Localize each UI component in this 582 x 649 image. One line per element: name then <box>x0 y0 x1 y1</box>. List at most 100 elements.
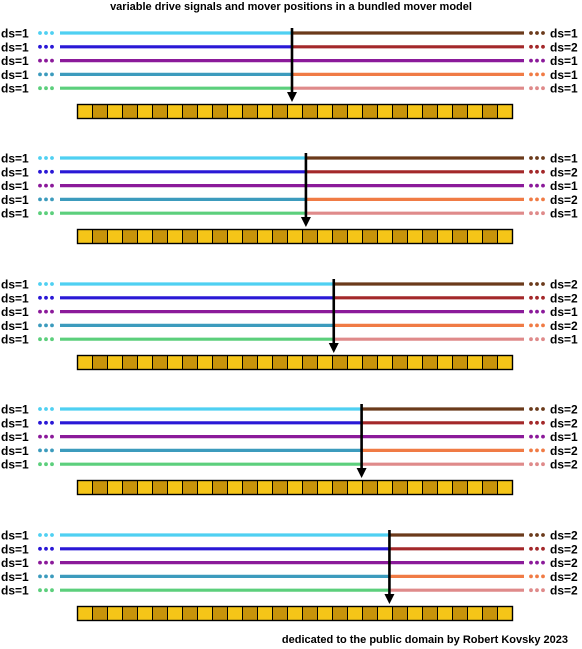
track-tile <box>497 104 513 119</box>
right-dot <box>529 31 533 35</box>
track-frame <box>76 479 514 496</box>
right-dot <box>541 309 545 314</box>
right-dot <box>541 420 545 425</box>
right-dot <box>535 323 539 328</box>
track-tile <box>107 355 123 370</box>
track-tile <box>137 606 153 621</box>
track-tile <box>497 229 513 244</box>
left-drive-label: ds=1 <box>1 305 29 319</box>
left-dot <box>50 72 54 77</box>
left-dot <box>38 211 42 216</box>
left-dot <box>50 156 54 160</box>
right-dot <box>541 211 545 216</box>
track-tile <box>467 606 483 621</box>
right-dot <box>535 211 539 216</box>
right-drive-label: ds=1 <box>550 54 578 68</box>
track-tile <box>347 480 363 495</box>
left-dot <box>38 323 42 328</box>
left-dot <box>50 407 54 411</box>
left-drive-label: ds=1 <box>1 403 29 417</box>
left-dot <box>50 448 54 453</box>
right-drive-label: ds=1 <box>550 430 578 444</box>
left-drive-label: ds=1 <box>1 570 29 584</box>
left-dot <box>50 337 54 342</box>
track-tile <box>137 480 153 495</box>
left-dot <box>44 448 48 453</box>
track-tile <box>377 606 393 621</box>
right-dot <box>529 546 533 551</box>
right-dot <box>529 211 533 216</box>
track-tile <box>437 355 453 370</box>
track-frame <box>76 103 514 120</box>
left-drive-label: ds=1 <box>1 556 29 570</box>
right-drive-label: ds=1 <box>550 152 578 166</box>
left-dot <box>38 546 42 551</box>
right-dot <box>529 420 533 425</box>
track-tile <box>332 606 348 621</box>
right-drive-label: ds=2 <box>550 542 578 556</box>
track-tile <box>452 355 468 370</box>
left-drive-label: ds=1 <box>1 584 29 598</box>
right-dot <box>541 337 545 342</box>
track-tile <box>407 606 423 621</box>
right-dot <box>541 407 545 411</box>
left-drive-label: ds=1 <box>1 416 29 430</box>
track-tile <box>122 606 138 621</box>
left-dot <box>38 295 42 300</box>
track-tile <box>437 229 453 244</box>
track-tile <box>152 606 168 621</box>
left-drive-label: ds=1 <box>1 542 29 556</box>
track-tile <box>137 355 153 370</box>
left-dot <box>38 462 42 467</box>
left-drive-label: ds=1 <box>1 82 29 96</box>
track-tile <box>362 606 378 621</box>
left-dot <box>38 58 42 63</box>
track-tile <box>212 480 228 495</box>
left-drive-label: ds=1 <box>1 165 29 179</box>
track-tile <box>422 355 438 370</box>
right-dot <box>541 533 545 537</box>
right-dot <box>541 31 545 35</box>
left-dot <box>50 58 54 63</box>
track-tile <box>77 229 93 244</box>
right-drive-label: ds=2 <box>550 416 578 430</box>
right-dot <box>529 560 533 565</box>
track-tile <box>392 229 408 244</box>
track-tile <box>77 606 93 621</box>
track-tile <box>272 606 288 621</box>
left-drive-label: ds=1 <box>1 319 29 333</box>
track-tile <box>242 606 258 621</box>
left-dot <box>38 72 42 77</box>
track-tile <box>467 104 483 119</box>
track-tile <box>347 606 363 621</box>
track-tile <box>227 355 243 370</box>
left-dot <box>38 407 42 411</box>
track-tile <box>182 229 198 244</box>
mover-pointer-arrowhead <box>384 594 395 604</box>
right-dot <box>541 560 545 565</box>
right-dot <box>535 546 539 551</box>
right-dot <box>541 546 545 551</box>
left-dot <box>44 337 48 342</box>
right-dot <box>529 44 533 49</box>
right-dot <box>529 323 533 328</box>
left-dot <box>50 323 54 328</box>
track-tile <box>467 480 483 495</box>
left-dot <box>44 156 48 160</box>
left-dot <box>50 588 54 593</box>
right-dot <box>535 588 539 593</box>
left-dot <box>38 574 42 579</box>
track-tile <box>77 104 93 119</box>
right-drive-label: ds=2 <box>550 278 578 292</box>
left-dot <box>50 533 54 537</box>
track-tile <box>332 229 348 244</box>
left-dot <box>44 309 48 314</box>
right-drive-label: ds=2 <box>550 40 578 54</box>
right-dot <box>535 533 539 537</box>
track-tile <box>257 480 273 495</box>
track-tile <box>197 229 213 244</box>
right-dot <box>535 448 539 453</box>
track-tile <box>287 355 303 370</box>
left-dot <box>38 420 42 425</box>
right-dot <box>541 462 545 467</box>
